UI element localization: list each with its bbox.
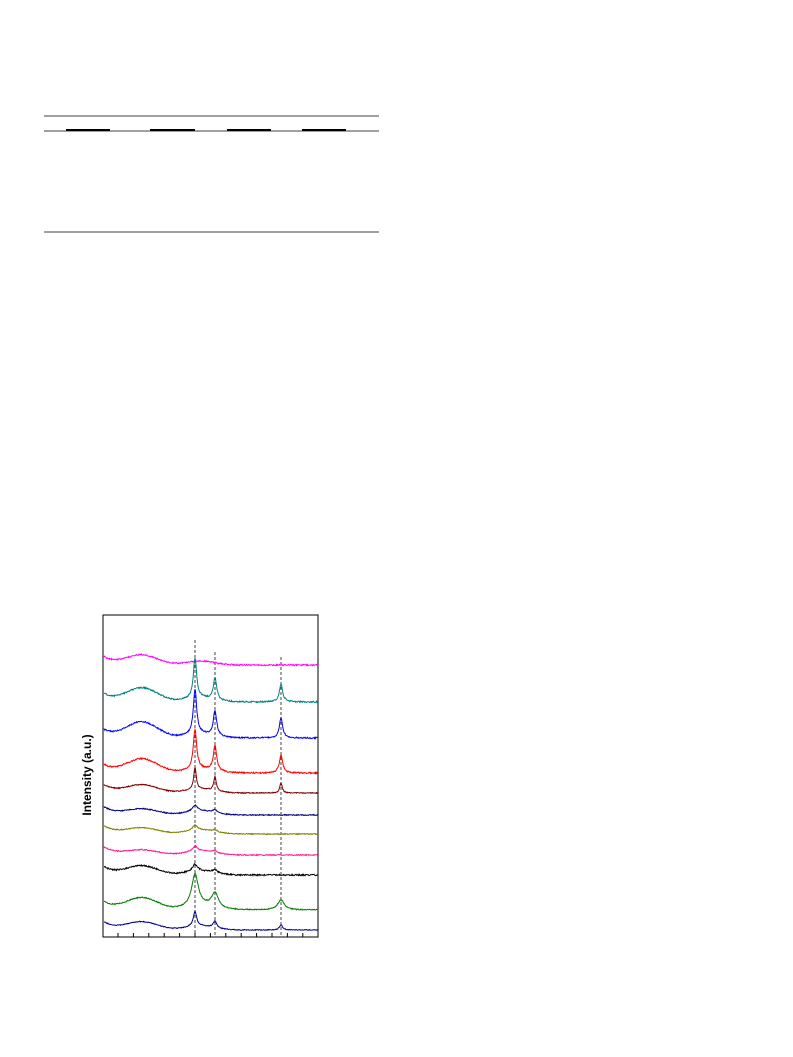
xrd-curve bbox=[104, 873, 318, 910]
xrd-curve bbox=[104, 654, 318, 666]
page-art: Intensity (a.u.) bbox=[0, 0, 793, 1057]
y-axis-label: Intensity (a.u.) bbox=[80, 734, 94, 815]
table bbox=[44, 116, 379, 232]
xrd-curve bbox=[104, 846, 318, 856]
figure: Intensity (a.u.) bbox=[80, 615, 318, 937]
xrd-curve bbox=[104, 730, 318, 774]
plot-frame bbox=[103, 615, 318, 937]
xrd-curve bbox=[104, 864, 318, 876]
page: Intensity (a.u.) bbox=[0, 0, 793, 1057]
xrd-curve bbox=[104, 805, 318, 816]
xrd-curve bbox=[104, 825, 318, 835]
xrd-curve bbox=[104, 911, 318, 930]
xrd-curve bbox=[104, 768, 318, 794]
xrd-curve bbox=[104, 689, 318, 738]
